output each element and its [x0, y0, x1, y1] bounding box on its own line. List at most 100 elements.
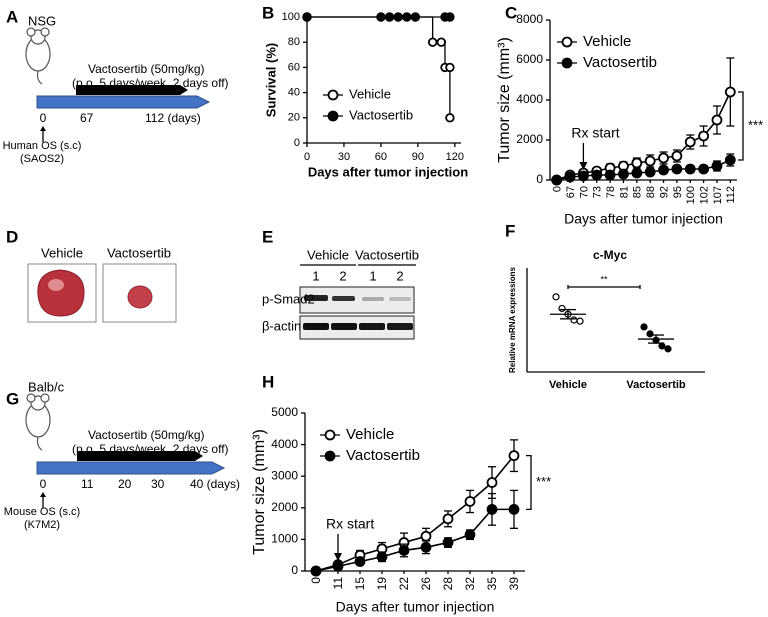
- marker: [442, 537, 454, 548]
- x-tick-label: 81: [618, 186, 630, 198]
- y-tick-label: 60: [288, 61, 300, 73]
- data-point: [664, 345, 672, 353]
- y-axis-label: Survival (%): [263, 43, 278, 117]
- x-tick-label: 100: [685, 186, 697, 204]
- marker: [445, 62, 455, 73]
- marker: [486, 477, 498, 488]
- y-axis-label: Tumor size (mm³): [251, 429, 268, 555]
- marker: [354, 556, 366, 567]
- marker: [684, 163, 696, 175]
- x-tick-label: 95: [672, 186, 684, 198]
- mouse-icon: [25, 393, 51, 451]
- marker: [402, 12, 412, 22]
- marker: [551, 174, 563, 186]
- marker: [376, 551, 388, 563]
- y-axis-label: Relative mRNA expressions: [508, 266, 517, 373]
- marker: [486, 503, 498, 515]
- marker: [631, 167, 643, 179]
- marker: [724, 86, 736, 98]
- x-tick-label: 0: [552, 186, 564, 192]
- marker: [698, 163, 710, 175]
- strain: Balb/c: [28, 379, 65, 394]
- x-tick-label: 35: [485, 577, 499, 591]
- survival-line: [307, 16, 451, 118]
- legend-marker: [561, 57, 573, 69]
- data-point: [576, 317, 584, 325]
- x-axis-label: Days after tumor injection: [308, 164, 468, 179]
- marker: [464, 529, 476, 541]
- marker: [631, 157, 643, 169]
- marker: [711, 114, 723, 126]
- marker: [724, 154, 736, 166]
- x-axis-label: Days after tumor injection: [564, 211, 723, 227]
- y-tick-label: 0: [536, 172, 543, 186]
- marker: [436, 37, 446, 47]
- legend-marker: [561, 36, 573, 48]
- data-point: [552, 293, 560, 301]
- legend-marker: [324, 450, 336, 462]
- panel-label: D: [6, 227, 18, 246]
- marker: [618, 168, 629, 180]
- annotation: Rx start: [326, 516, 374, 532]
- marker: [420, 541, 432, 553]
- x-tick-label: Vehicle: [549, 379, 587, 391]
- marker: [384, 12, 395, 22]
- panel-label: B: [262, 3, 274, 22]
- tumor-photo: [127, 285, 153, 309]
- legend-label: Vactosertib: [583, 54, 657, 71]
- marker: [644, 166, 656, 178]
- marker: [591, 169, 603, 181]
- data-point: [646, 330, 654, 338]
- legend-marker: [327, 110, 339, 122]
- panel-label: A: [6, 7, 18, 26]
- marker: [658, 152, 669, 164]
- drug: Vactosertib (50mg/kg): [88, 428, 205, 442]
- timeline-tick: 112 (days): [145, 111, 201, 125]
- y-tick-label: 2000: [271, 500, 298, 514]
- marker: [427, 37, 438, 47]
- photo-caption: Vactosertib: [107, 245, 171, 260]
- treatment-bar: [76, 85, 188, 95]
- x-axis-label: Days after tumor injection: [336, 599, 495, 615]
- x-tick-label: 28: [441, 577, 455, 591]
- y-tick-label: 20: [288, 112, 300, 124]
- blot-group: Vactosertib: [355, 247, 419, 262]
- panel-label: H: [262, 372, 274, 391]
- legend-label: Vactosertib: [346, 447, 420, 464]
- y-tick-label: 4000: [516, 92, 543, 106]
- tumor-highlight: [48, 279, 64, 291]
- x-tick-label: 22: [397, 577, 411, 591]
- significance-bracket: [526, 455, 532, 511]
- x-tick-label: 15: [353, 577, 367, 591]
- lane-label: 2: [396, 268, 403, 283]
- marker: [332, 560, 344, 572]
- marker: [644, 155, 656, 167]
- timeline-tick: 11: [81, 477, 94, 491]
- x-tick-label: 90: [412, 151, 424, 163]
- y-tick-label: 3000: [271, 468, 298, 482]
- arrow-head: [334, 553, 342, 561]
- marker: [445, 12, 455, 22]
- marker: [684, 136, 696, 148]
- y-tick-label: 40: [288, 87, 300, 99]
- x-tick-label: 107: [712, 186, 724, 204]
- marker: [658, 164, 669, 176]
- timeline-tick: 0: [40, 477, 47, 491]
- timeline-tick: 20: [118, 477, 132, 491]
- y-tick-label: 5000: [271, 405, 298, 419]
- x-tick-label: 32: [463, 577, 477, 591]
- lane-label: 2: [339, 268, 346, 283]
- arrow-head: [579, 162, 588, 170]
- injection-label: Mouse OS (s.c): [4, 506, 80, 518]
- timeline-tick: 40 (days): [190, 477, 240, 491]
- significance: **: [600, 274, 608, 284]
- lane-label: 1: [312, 268, 319, 283]
- marker: [420, 530, 432, 542]
- series-line: [315, 455, 515, 572]
- marker: [302, 12, 312, 22]
- timeline-tick: 0: [40, 111, 47, 125]
- marker: [508, 503, 520, 515]
- tumor-photo: [37, 269, 85, 317]
- mouse-icon: [25, 27, 51, 85]
- x-tick-label: 11: [331, 577, 345, 590]
